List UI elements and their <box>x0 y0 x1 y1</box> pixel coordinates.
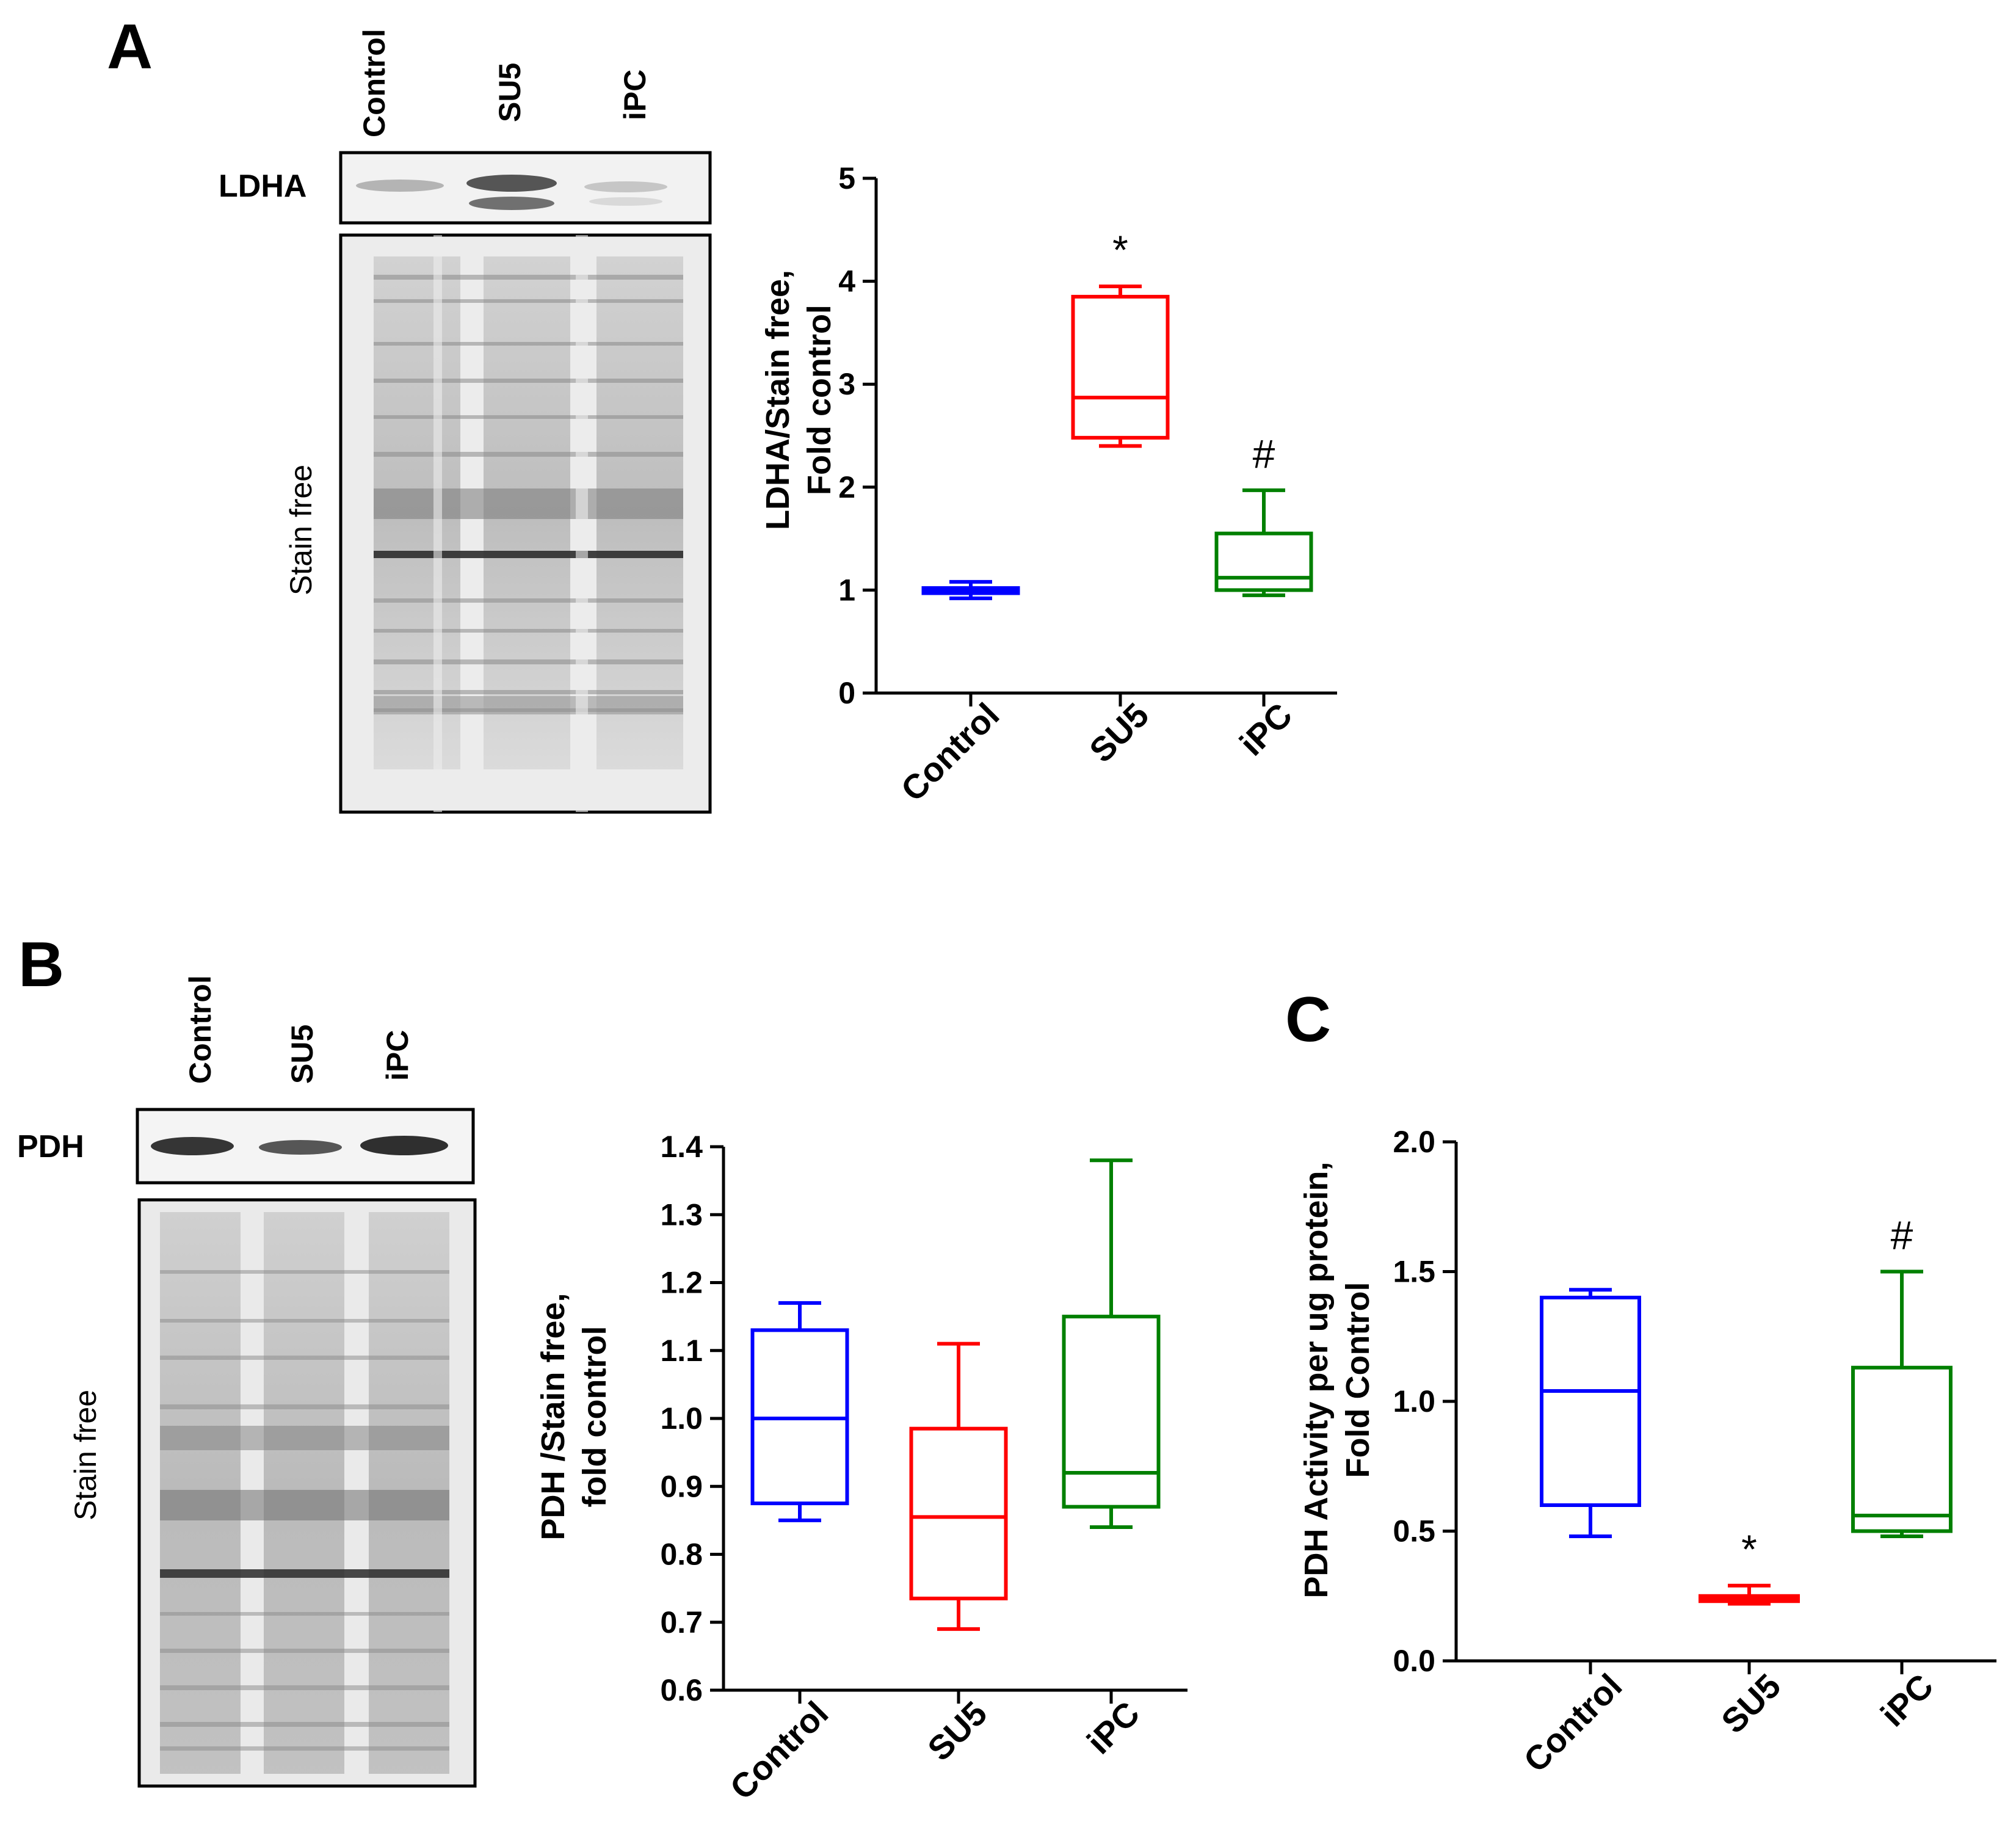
panel-letter-b: B <box>18 929 64 1000</box>
chart-b-y-tick-label: 0.9 <box>660 1469 703 1503</box>
blot-b-stain-label: Stain free <box>68 1390 103 1520</box>
chart-b-y-tick-label: 1.0 <box>660 1401 703 1436</box>
blot-b-protein-label: PDH <box>17 1129 84 1164</box>
chart-a-y-tick-label: 5 <box>838 161 855 195</box>
iqr-box <box>1851 1365 1953 1533</box>
chart-a-y-tick-label: 3 <box>838 367 855 401</box>
chart-a-category-label-control: Control <box>893 695 1006 808</box>
iqr-box <box>1071 294 1170 440</box>
chart-b-y-tick-label: 1.3 <box>660 1197 703 1232</box>
chart-a-x-axis: Control SU5 iPC <box>876 691 1337 808</box>
chart-c-box-ipc: # <box>1851 1213 1953 1538</box>
chart-b-y-tick-label: 1.1 <box>660 1334 703 1368</box>
chart-b-category-label-su5: SU5 <box>920 1694 995 1768</box>
chart-b-x-axis: Control SU5 iPC <box>722 1688 1187 1807</box>
chart-c-box-control <box>1540 1288 1641 1538</box>
chart-b-y-tick-label: 0.7 <box>660 1605 703 1639</box>
chart-a-box-su5: * <box>1071 227 1170 448</box>
blot-a-lane-label-control: Control <box>357 29 391 137</box>
chart-c-sig-mark-ipc: # <box>1891 1213 1913 1258</box>
blot-a-lane-label-su5: SU5 <box>493 63 527 122</box>
chart-c-y-tick-label: 1.0 <box>1393 1384 1435 1418</box>
blot-b-stain-free-gel <box>137 1198 477 1788</box>
blot-b-lane-label-ipc: iPC <box>380 1030 415 1081</box>
chart-a-sig-mark-su5: * <box>1112 227 1128 272</box>
chart-c-y-tick-label: 0.0 <box>1393 1644 1435 1678</box>
chart-a-y-tick-label: 4 <box>838 264 855 299</box>
chart-c-ylabel-line-2: Fold Control <box>1340 1282 1376 1478</box>
chart-a-box-control <box>921 579 1020 600</box>
chart-c-category-label-ipc: iPC <box>1873 1666 1941 1734</box>
chart-a-category-label-su5: SU5 <box>1082 695 1156 770</box>
chart-c-box-su5: * <box>1699 1527 1800 1606</box>
chart-b-box-su5 <box>909 1342 1008 1631</box>
chart-b-box-ipc <box>1062 1158 1161 1529</box>
chart-b-y-axis: 0.6 0.7 0.8 0.9 1.0 1.1 1.2 1.3 1.4 <box>660 1130 725 1707</box>
chart-a-ylabel: LDHA/Stain free, Fold control <box>760 270 838 530</box>
iqr-box <box>1214 531 1313 592</box>
chart-a-sig-mark-ipc: # <box>1253 431 1275 476</box>
blot-a-ldha-strip <box>339 151 712 225</box>
chart-b-y-tick-label: 1.2 <box>660 1266 703 1300</box>
chart-c-y-tick-label: 0.5 <box>1393 1514 1435 1549</box>
chart-c-boxes: *# <box>1540 1213 1953 1606</box>
chart-b: 0.6 0.7 0.8 0.9 1.0 1.1 1.2 1.3 1.4 Control SU5 iP… <box>535 1130 1187 1807</box>
chart-a-y-tick-label: 2 <box>838 470 855 504</box>
chart-b-category-label-ipc: iPC <box>1079 1694 1147 1762</box>
iqr-box <box>1540 1296 1641 1507</box>
chart-c-ylabel-line-1: PDH Activity per ug protein, <box>1298 1161 1335 1598</box>
blot-b-pdh-strip <box>136 1108 475 1185</box>
iqr-box <box>1062 1315 1161 1509</box>
chart-a-boxes: *# <box>921 227 1313 600</box>
chart-b-y-tick-label: 0.8 <box>660 1538 703 1572</box>
chart-a-y-tick-label: 0 <box>838 676 855 710</box>
chart-a-box-ipc: # <box>1214 431 1313 597</box>
chart-b-y-tick-label: 0.6 <box>660 1673 703 1707</box>
chart-b-ylabel-line-1: PDH /Stain free, <box>535 1293 571 1540</box>
chart-c-y-tick-label: 2.0 <box>1393 1125 1435 1159</box>
chart-b-box-control <box>750 1301 849 1522</box>
blot-a-protein-label: LDHA <box>219 169 306 204</box>
chart-a-y-axis: 0 1 2 3 4 5 <box>838 161 878 710</box>
chart-c-category-label-control: Control <box>1516 1666 1629 1779</box>
blot-a-stain-label: Stain free <box>284 465 318 595</box>
chart-b-category-label-control: Control <box>722 1694 835 1807</box>
chart-a-y-tick-label: 1 <box>838 573 855 607</box>
chart-b-ylabel: PDH /Stain free, fold control <box>535 1293 613 1540</box>
chart-a-category-label-ipc: iPC <box>1232 695 1300 763</box>
blot-b-lane-label-su5: SU5 <box>285 1025 319 1084</box>
blot-a-stain-free-gel <box>339 233 712 814</box>
chart-a-ylabel-line-1: LDHA/Stain free, <box>760 270 796 530</box>
iqr-box <box>909 1426 1008 1600</box>
chart-c: 0.00.51.01.52.0 Control SU5 iPC *# PDH Act… <box>1298 1125 1996 1779</box>
blot-b-lane-label-control: Control <box>183 975 217 1084</box>
chart-b-ylabel-line-2: fold control <box>576 1326 613 1508</box>
chart-c-category-label-su5: SU5 <box>1714 1666 1788 1741</box>
chart-a-ylabel-line-2: Fold control <box>801 305 838 495</box>
chart-c-y-tick-label: 1.5 <box>1393 1255 1435 1289</box>
chart-b-boxes <box>750 1158 1161 1631</box>
panel-letter-c: C <box>1285 984 1331 1055</box>
chart-c-y-axis: 0.0 0.5 1.0 1.5 2.0 <box>1393 1125 1458 1678</box>
chart-b-y-tick-label: 1.4 <box>660 1130 703 1164</box>
chart-c-sig-mark-su5: * <box>1741 1527 1757 1572</box>
panel-letter-a: A <box>107 12 153 82</box>
blot-a-lane-label-ipc: iPC <box>618 70 652 120</box>
chart-c-x-axis: Control SU5 iPC <box>1456 1659 1996 1779</box>
chart-c-ylabel: PDH Activity per ug protein, Fold Contro… <box>1298 1161 1376 1598</box>
